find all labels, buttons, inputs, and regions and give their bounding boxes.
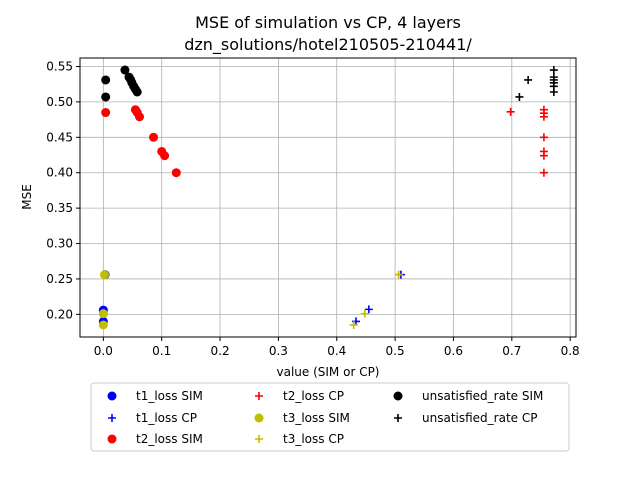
series-t2-loss-sim [101, 105, 181, 178]
data-point [539, 112, 548, 121]
legend-marker [255, 392, 263, 400]
data-point [539, 168, 548, 177]
y-tick-label: 0.20 [46, 307, 73, 321]
legend: t1_loss SIM t1_loss CP t2_loss SIM t2_loss … [90, 382, 570, 452]
legend-marker [107, 434, 117, 444]
legend-label: unsatisfied_rate SIM [422, 389, 543, 403]
series-t3-loss-sim [98, 270, 110, 330]
legend-label: t3_loss SIM [283, 411, 350, 425]
legend-marker [394, 414, 402, 422]
data-point [101, 92, 111, 102]
y-tick-label: 0.55 [46, 59, 73, 73]
data-marks [98, 65, 558, 330]
x-tick-label: 0.2 [211, 344, 230, 358]
x-tick-label: 0.4 [327, 344, 346, 358]
data-point [539, 151, 548, 160]
legend-label: t1_loss SIM [136, 389, 203, 403]
y-axis-label: MSE [20, 184, 34, 210]
y-tick-label: 0.35 [46, 201, 73, 215]
data-point [394, 270, 403, 279]
data-point [539, 133, 548, 142]
legend-label: t3_loss CP [283, 432, 344, 446]
legend-entry: t3_loss SIM [254, 411, 350, 425]
y-tick-label: 0.45 [46, 130, 73, 144]
chart-title: MSE of simulation vs CP, 4 layers [195, 13, 461, 32]
series-unsatisfied-rate-cp [515, 66, 558, 101]
legend-label: t1_loss CP [136, 411, 197, 425]
x-tick-label: 0.0 [94, 344, 113, 358]
data-point [549, 66, 558, 75]
data-point [98, 309, 108, 319]
legend-marker [254, 413, 264, 423]
data-point [524, 75, 533, 84]
legend-entry: unsatisfied_rate SIM [393, 389, 543, 403]
legend-marker [107, 391, 117, 401]
series-t2-loss-cp [506, 105, 548, 177]
legend-marker [255, 435, 263, 443]
legend-entry: unsatisfied_rate CP [394, 411, 537, 425]
x-axis-label: value (SIM or CP) [277, 365, 380, 379]
legend-box [90, 382, 570, 452]
data-point [171, 168, 181, 178]
y-tick-label: 0.50 [46, 95, 73, 109]
legend-marker [393, 391, 403, 401]
data-point [101, 108, 111, 118]
data-point [135, 112, 145, 122]
series-unsatisfied-rate-sim [101, 65, 142, 102]
y-tick-label: 0.30 [46, 237, 73, 251]
data-point [360, 309, 369, 318]
data-point [98, 320, 108, 330]
chart-subtitle: dzn_solutions/hotel210505-210441/ [184, 35, 472, 55]
legend-entry: t1_loss CP [108, 411, 197, 425]
data-point [100, 270, 110, 280]
data-point [120, 65, 130, 75]
legend-label: t2_loss CP [283, 389, 344, 403]
x-tick-label: 0.8 [561, 344, 580, 358]
x-tick-label: 0.3 [269, 344, 288, 358]
y-tick-label: 0.25 [46, 272, 73, 286]
x-tick-label: 0.6 [444, 344, 463, 358]
series-t3-loss-cp [349, 270, 403, 329]
x-tick-label: 0.1 [152, 344, 171, 358]
data-point [160, 151, 170, 161]
x-tick-label: 0.5 [386, 344, 405, 358]
data-point [101, 75, 111, 85]
legend-marker [108, 414, 116, 422]
axis-ticks: 0.0 0.1 0.2 0.3 0.4 0.5 0.6 0.7 0.8 0.20 0.25 0.30 0… [46, 59, 579, 358]
data-point [506, 107, 515, 116]
data-point [349, 320, 358, 329]
data-point [515, 92, 524, 101]
legend-label: unsatisfied_rate CP [422, 411, 537, 425]
legend-entry: t2_loss CP [255, 389, 344, 403]
y-tick-label: 0.40 [46, 166, 73, 180]
legend-label: t2_loss SIM [136, 432, 203, 446]
data-point [364, 305, 373, 314]
data-point [149, 132, 159, 142]
legend-entry: t1_loss SIM [107, 389, 203, 403]
legend-entry: t2_loss SIM [107, 432, 203, 446]
legend-entry: t3_loss CP [255, 432, 344, 446]
grid [80, 58, 576, 337]
x-tick-label: 0.7 [502, 344, 521, 358]
data-point [549, 87, 558, 96]
plot-frame [79, 57, 577, 338]
data-point [132, 87, 142, 97]
